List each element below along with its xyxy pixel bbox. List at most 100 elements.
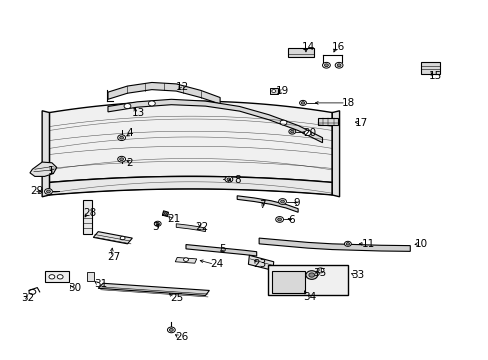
Circle shape xyxy=(288,129,295,134)
FancyBboxPatch shape xyxy=(317,118,337,125)
Circle shape xyxy=(317,268,324,273)
Polygon shape xyxy=(30,162,57,176)
Text: 12: 12 xyxy=(176,82,189,92)
Text: 20: 20 xyxy=(303,129,315,138)
Circle shape xyxy=(148,101,155,106)
Text: 16: 16 xyxy=(331,42,345,52)
Text: 19: 19 xyxy=(276,86,289,96)
Circle shape xyxy=(334,62,342,68)
Circle shape xyxy=(280,200,284,203)
Text: 35: 35 xyxy=(312,268,325,278)
Circle shape xyxy=(49,275,55,279)
Circle shape xyxy=(277,218,281,221)
Text: 4: 4 xyxy=(126,129,133,138)
Text: 13: 13 xyxy=(131,108,144,118)
Circle shape xyxy=(46,190,50,193)
Polygon shape xyxy=(185,244,256,256)
Circle shape xyxy=(224,176,232,182)
Text: 23: 23 xyxy=(253,259,266,269)
Circle shape xyxy=(299,100,306,105)
Polygon shape xyxy=(248,255,273,270)
Circle shape xyxy=(164,213,166,215)
Circle shape xyxy=(44,189,52,194)
Polygon shape xyxy=(108,99,322,143)
Circle shape xyxy=(120,136,123,139)
Text: 6: 6 xyxy=(288,215,294,225)
Circle shape xyxy=(344,241,350,246)
Text: 29: 29 xyxy=(30,186,43,197)
Text: 15: 15 xyxy=(428,71,441,81)
Text: 22: 22 xyxy=(195,222,208,231)
Text: 34: 34 xyxy=(303,292,316,302)
Circle shape xyxy=(120,236,125,240)
Polygon shape xyxy=(108,82,220,104)
Text: 30: 30 xyxy=(68,283,81,293)
FancyBboxPatch shape xyxy=(44,271,69,282)
Text: 1: 1 xyxy=(48,166,54,176)
Circle shape xyxy=(280,120,286,125)
Polygon shape xyxy=(331,111,339,197)
Circle shape xyxy=(167,327,175,333)
Polygon shape xyxy=(176,224,205,231)
FancyBboxPatch shape xyxy=(271,271,305,293)
Text: 7: 7 xyxy=(259,200,265,210)
Polygon shape xyxy=(93,231,132,244)
Text: 18: 18 xyxy=(341,98,355,108)
Polygon shape xyxy=(49,101,331,183)
Circle shape xyxy=(169,328,173,331)
Circle shape xyxy=(275,217,283,222)
FancyBboxPatch shape xyxy=(288,48,313,57)
Circle shape xyxy=(305,271,317,279)
Circle shape xyxy=(226,178,230,181)
FancyBboxPatch shape xyxy=(87,272,94,281)
Circle shape xyxy=(124,104,131,109)
Polygon shape xyxy=(42,111,49,197)
Polygon shape xyxy=(82,200,92,234)
Circle shape xyxy=(308,273,314,277)
FancyBboxPatch shape xyxy=(267,265,347,296)
Polygon shape xyxy=(98,283,209,296)
Circle shape xyxy=(118,156,125,162)
Circle shape xyxy=(29,289,36,294)
Text: 33: 33 xyxy=(350,270,363,280)
Circle shape xyxy=(346,243,349,245)
Circle shape xyxy=(290,130,293,133)
Text: 27: 27 xyxy=(107,252,120,262)
FancyBboxPatch shape xyxy=(269,88,277,94)
Text: 26: 26 xyxy=(175,332,188,342)
Text: 11: 11 xyxy=(361,239,374,249)
Circle shape xyxy=(118,135,125,140)
Text: 24: 24 xyxy=(210,259,223,269)
Text: 25: 25 xyxy=(170,293,183,303)
Circle shape xyxy=(336,64,340,67)
Circle shape xyxy=(183,258,188,261)
Polygon shape xyxy=(237,196,298,212)
Polygon shape xyxy=(175,257,196,263)
Circle shape xyxy=(324,64,328,67)
Circle shape xyxy=(163,212,167,216)
Text: 31: 31 xyxy=(94,279,107,289)
Text: 14: 14 xyxy=(302,42,315,52)
Text: 17: 17 xyxy=(354,118,367,128)
Text: 21: 21 xyxy=(167,215,181,224)
Circle shape xyxy=(304,130,311,135)
Text: 32: 32 xyxy=(21,293,34,303)
Circle shape xyxy=(301,102,304,104)
Text: 9: 9 xyxy=(293,198,299,208)
Text: 2: 2 xyxy=(126,158,133,168)
Circle shape xyxy=(156,222,159,225)
Polygon shape xyxy=(49,176,331,195)
Circle shape xyxy=(154,221,161,226)
Text: 8: 8 xyxy=(233,175,240,185)
Text: 5: 5 xyxy=(219,244,225,254)
Text: 10: 10 xyxy=(414,239,427,249)
Circle shape xyxy=(271,90,275,93)
Circle shape xyxy=(278,199,286,204)
Circle shape xyxy=(57,275,63,279)
FancyBboxPatch shape xyxy=(420,62,439,74)
Text: 28: 28 xyxy=(83,208,97,218)
Polygon shape xyxy=(259,238,409,251)
Circle shape xyxy=(322,62,330,68)
Text: 3: 3 xyxy=(152,222,158,232)
Circle shape xyxy=(120,158,123,161)
